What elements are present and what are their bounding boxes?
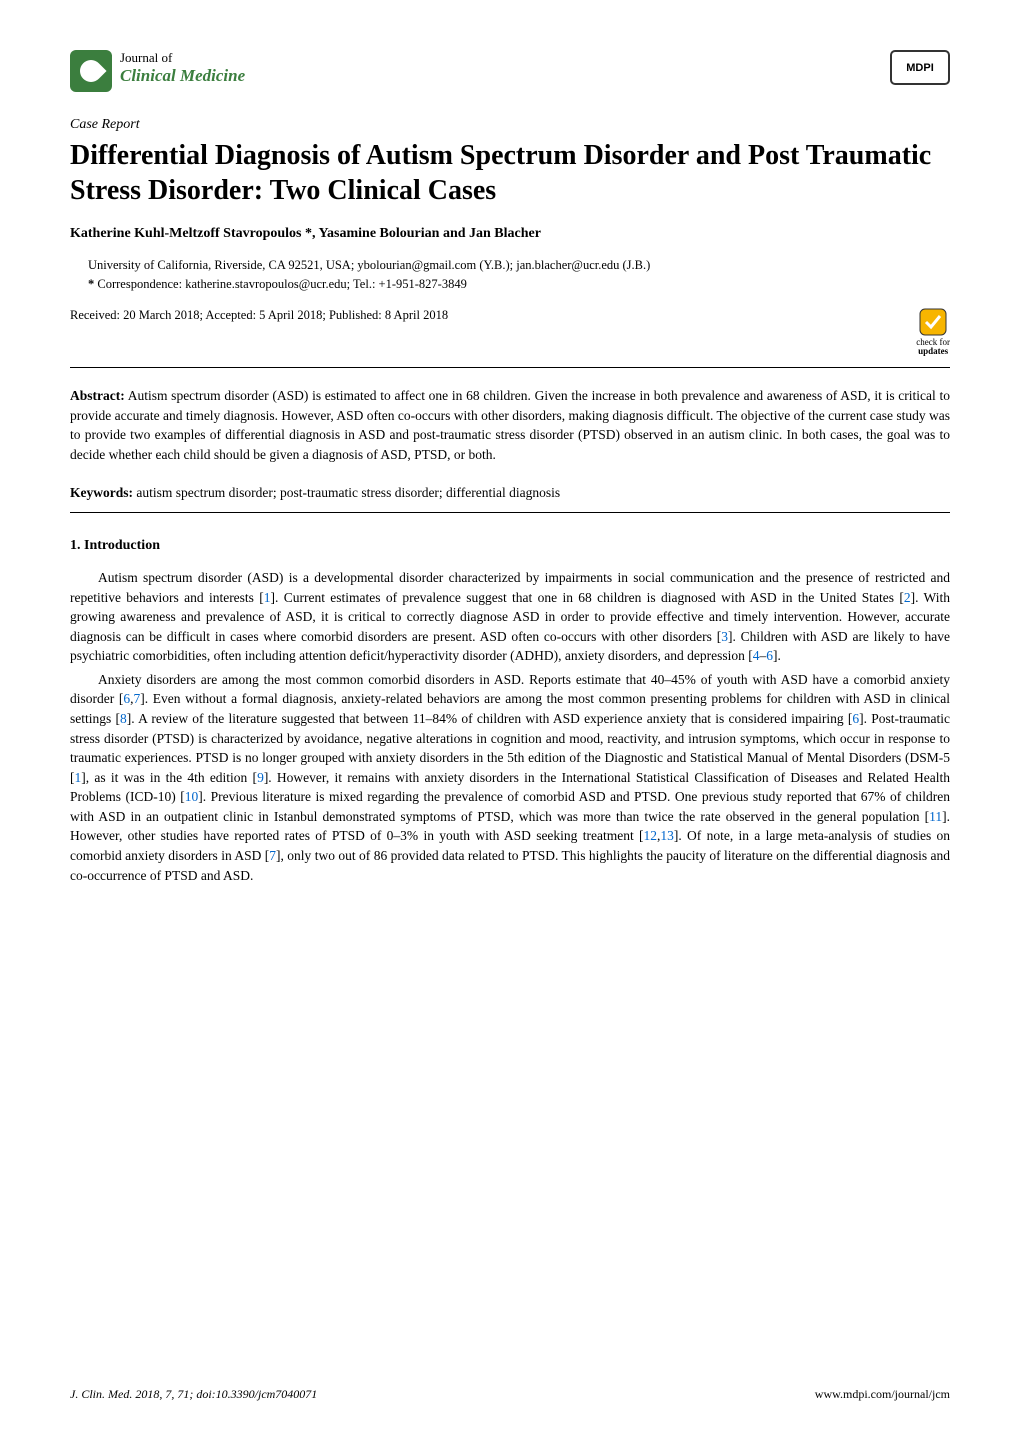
page-header: Journal of Clinical Medicine MDPI <box>70 50 950 92</box>
journal-title: Clinical Medicine <box>120 66 245 86</box>
received-dates: Received: 20 March 2018; Accepted: 5 Apr… <box>70 308 448 323</box>
section-1-heading: 1. Introduction <box>70 538 950 554</box>
journal-icon <box>70 50 112 92</box>
keywords: Keywords: autism spectrum disorder; post… <box>70 483 950 503</box>
ref-13[interactable]: 13 <box>660 828 674 843</box>
ref-11[interactable]: 11 <box>929 809 942 824</box>
check-updates-line2: updates <box>918 347 948 357</box>
footer-left: J. Clin. Med. 2018, 7, 71; doi:10.3390/j… <box>70 1387 317 1402</box>
keywords-text: autism spectrum disorder; post-traumatic… <box>133 485 560 500</box>
correspondence-marker: * <box>88 277 94 291</box>
keywords-label: Keywords: <box>70 485 133 500</box>
ref-2[interactable]: 2 <box>904 590 911 605</box>
ref-1[interactable]: 1 <box>264 590 271 605</box>
ref-3[interactable]: 3 <box>721 629 728 644</box>
paragraph-2: Anxiety disorders are among the most com… <box>70 670 950 885</box>
affiliation-block: University of California, Riverside, CA … <box>70 256 950 294</box>
affiliation-line: University of California, Riverside, CA … <box>88 256 950 275</box>
check-updates-icon <box>919 308 947 336</box>
correspondence-text: Correspondence: katherine.stavropoulos@u… <box>97 277 466 291</box>
divider-bottom <box>70 512 950 513</box>
paragraph-1: Autism spectrum disorder (ASD) is a deve… <box>70 568 950 666</box>
ref-9[interactable]: 9 <box>257 770 264 785</box>
publisher-name: MDPI <box>906 62 934 74</box>
ref-8[interactable]: 8 <box>120 711 127 726</box>
dates-row: Received: 20 March 2018; Accepted: 5 Apr… <box>70 308 950 358</box>
abstract-text: Autism spectrum disorder (ASD) is estima… <box>70 388 950 462</box>
ref-12[interactable]: 12 <box>644 828 658 843</box>
check-updates-badge[interactable]: check for updates <box>916 308 950 358</box>
journal-of-label: Journal of <box>120 50 245 66</box>
journal-brand: Journal of Clinical Medicine <box>70 50 245 92</box>
footer-right[interactable]: www.mdpi.com/journal/jcm <box>815 1387 950 1402</box>
abstract: Abstract: Autism spectrum disorder (ASD)… <box>70 386 950 464</box>
authors: Katherine Kuhl-Meltzoff Stavropoulos *, … <box>70 226 950 242</box>
journal-name: Journal of Clinical Medicine <box>120 50 245 86</box>
ref-10[interactable]: 10 <box>185 789 199 804</box>
article-type: Case Report <box>70 117 950 133</box>
ref-6a[interactable]: 6 <box>766 648 773 663</box>
page-footer: J. Clin. Med. 2018, 7, 71; doi:10.3390/j… <box>70 1387 950 1402</box>
divider-top <box>70 367 950 368</box>
publisher-logo: MDPI <box>890 50 950 85</box>
article-title: Differential Diagnosis of Autism Spectru… <box>70 138 950 208</box>
correspondence-line: * Correspondence: katherine.stavropoulos… <box>88 275 950 294</box>
abstract-label: Abstract: <box>70 388 125 403</box>
